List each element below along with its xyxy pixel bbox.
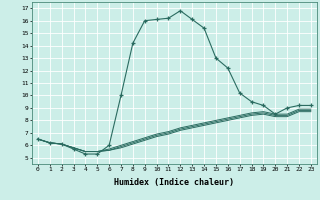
X-axis label: Humidex (Indice chaleur): Humidex (Indice chaleur) <box>115 178 234 187</box>
